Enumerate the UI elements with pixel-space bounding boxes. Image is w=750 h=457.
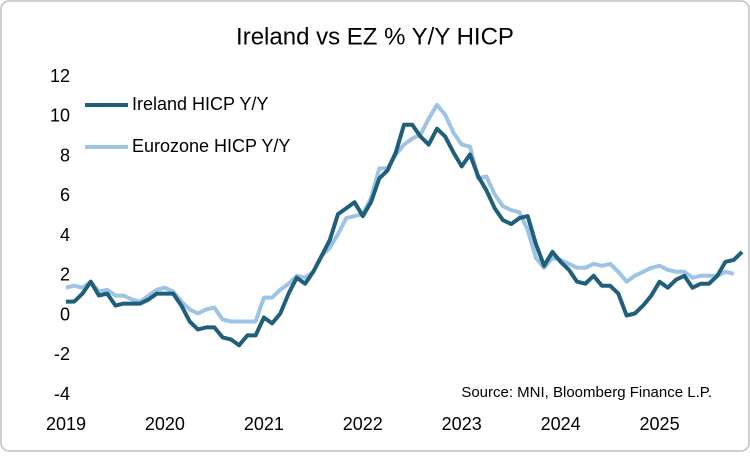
series-line [66,122,744,348]
x-tick-label: 2022 [343,414,383,434]
y-tick-label: 0 [60,304,70,324]
source-note: Source: MNI, Bloomberg Finance L.P. [461,384,712,401]
y-tick-label: -4 [54,384,70,404]
y-tick-label: 12 [50,66,70,86]
x-tick-label: 2020 [145,414,185,434]
x-tick-label: 2025 [640,414,680,434]
x-tick-label: 2021 [244,414,284,434]
y-tick-label: 8 [60,145,70,165]
y-tick-label: 6 [60,185,70,205]
y-tick-label: -2 [54,344,70,364]
y-tick-label: 4 [60,225,70,245]
chart-title: Ireland vs EZ % Y/Y HICP [236,23,514,50]
y-tick-label: 10 [50,106,70,126]
legend-label: Eurozone HICP Y/Y [132,136,290,156]
y-tick-label: 2 [60,265,70,285]
x-tick-label: 2024 [541,414,581,434]
legend-label: Ireland HICP Y/Y [132,94,268,114]
x-tick-label: 2019 [46,414,86,434]
x-tick-label: 2023 [442,414,482,434]
